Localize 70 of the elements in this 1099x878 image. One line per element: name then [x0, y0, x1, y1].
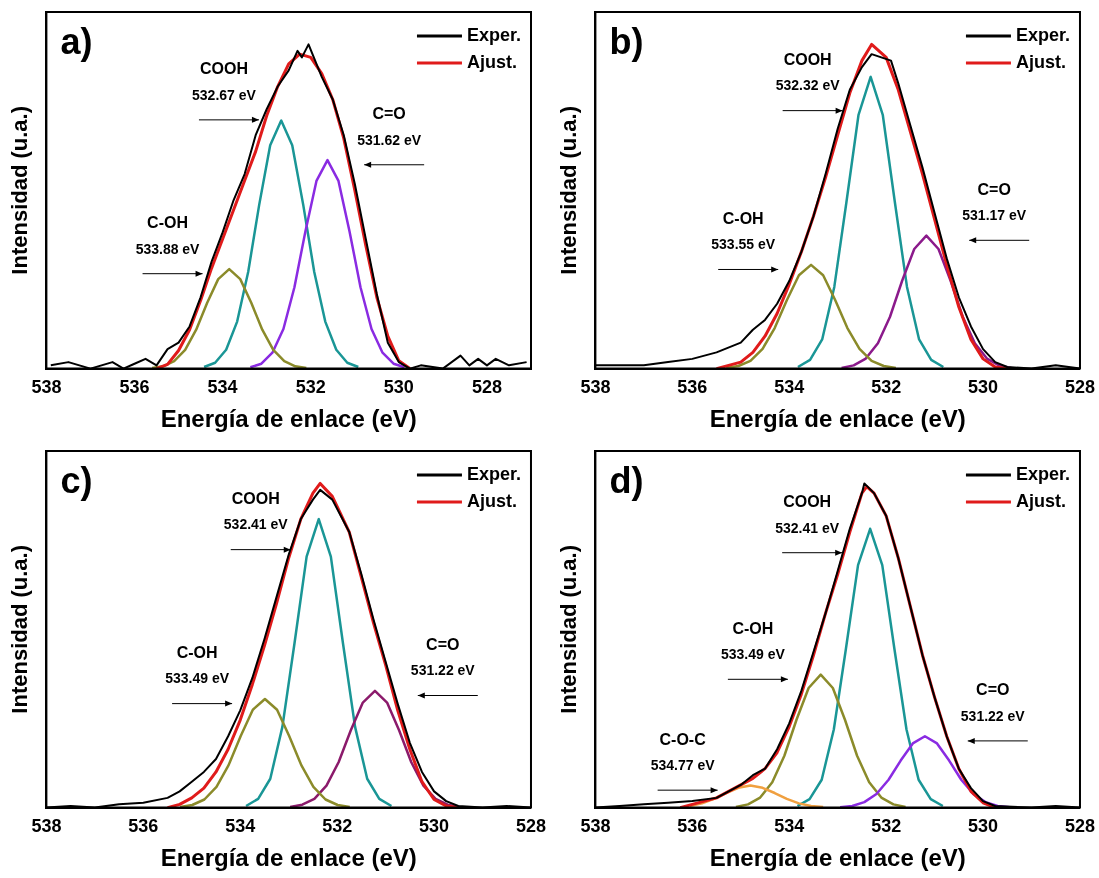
x-tick-label: 538 [580, 816, 611, 837]
x-tick-label: 530 [968, 377, 999, 398]
annotation: C-O-C [659, 730, 707, 748]
x-tick-label: 530 [383, 377, 414, 398]
annotation: 532.67 eV [192, 86, 257, 103]
chart-title: a) [60, 20, 93, 62]
x-tick-label: 534 [774, 816, 805, 837]
x-tick-label: 534 [225, 816, 256, 837]
x-tick-label: 530 [968, 816, 999, 837]
legend-label: Exper. [1015, 463, 1070, 484]
annotation: 533.49 eV [165, 670, 230, 687]
annotation: 533.55 eV [711, 236, 776, 253]
x-tick-label: 536 [119, 377, 150, 398]
x-axis-title: Energía de enlace (eV) [709, 405, 966, 433]
annotation: 532.41 eV [775, 519, 840, 536]
annotation: C-OH [176, 644, 218, 662]
annotation: COOH [783, 493, 832, 511]
legend-label: Exper. [1015, 24, 1070, 45]
x-tick-label: 532 [871, 816, 902, 837]
x-axis-title: Energía de enlace (eV) [160, 405, 417, 433]
x-tick-label: 532 [295, 377, 326, 398]
x-tick-label: 536 [677, 816, 708, 837]
x-tick-label: 532 [322, 816, 353, 837]
x-tick-label: 530 [419, 816, 450, 837]
x-tick-label: 536 [677, 377, 708, 398]
annotation: C-OH [722, 209, 764, 227]
annotation: 532.32 eV [775, 77, 841, 94]
chart-title: b) [609, 20, 644, 62]
y-axis-title: Intensidad (u.a.) [7, 544, 33, 714]
x-tick-label: 534 [207, 377, 238, 398]
y-axis-title: Intensidad (u.a.) [7, 105, 33, 275]
annotation: 531.62 eV [357, 131, 422, 148]
x-tick-label: 528 [471, 377, 502, 398]
annotation: 533.88 eV [135, 240, 201, 257]
annotation: 531.22 eV [410, 662, 476, 679]
annotation: C=O [976, 681, 1010, 699]
x-axis-title: Energía de enlace (eV) [160, 844, 417, 872]
annotation: C-OH [147, 214, 188, 232]
annotation: 531.22 eV [960, 707, 1026, 724]
y-axis-title: Intensidad (u.a.) [556, 105, 582, 275]
legend-label: Ajust. [466, 490, 517, 511]
x-tick-label: 538 [580, 377, 611, 398]
annotation: 531.17 eV [962, 207, 1027, 224]
annotation: C=O [977, 180, 1011, 198]
legend-label: Exper. [466, 463, 521, 484]
chart-title: d) [609, 459, 644, 501]
legend-label: Ajust. [1015, 51, 1066, 72]
annotation: C=O [426, 635, 460, 653]
annotation: COOH [231, 490, 280, 508]
annotation: COOH [199, 60, 248, 78]
annotation: 534.77 eV [650, 757, 716, 774]
x-tick-label: 528 [515, 816, 547, 837]
x-tick-label: 534 [774, 377, 805, 398]
annotation: C-OH [732, 619, 774, 637]
legend-label: Ajust. [466, 51, 517, 72]
x-tick-label: 532 [871, 377, 902, 398]
x-tick-label: 538 [31, 816, 62, 837]
x-tick-label: 536 [128, 816, 159, 837]
annotation: C=O [372, 105, 406, 123]
x-tick-label: 538 [31, 377, 62, 398]
legend-label: Exper. [466, 24, 522, 45]
y-axis-title: Intensidad (u.a.) [556, 544, 582, 714]
annotation: COOH [783, 51, 832, 69]
chart-title: c) [60, 459, 93, 501]
annotation: 533.49 eV [720, 646, 786, 663]
annotation: 532.41 eV [223, 516, 289, 533]
x-axis-title: Energía de enlace (eV) [709, 844, 966, 872]
legend-label: Ajust. [1015, 490, 1066, 511]
x-tick-label: 528 [1064, 377, 1096, 398]
x-tick-label: 528 [1064, 816, 1096, 837]
